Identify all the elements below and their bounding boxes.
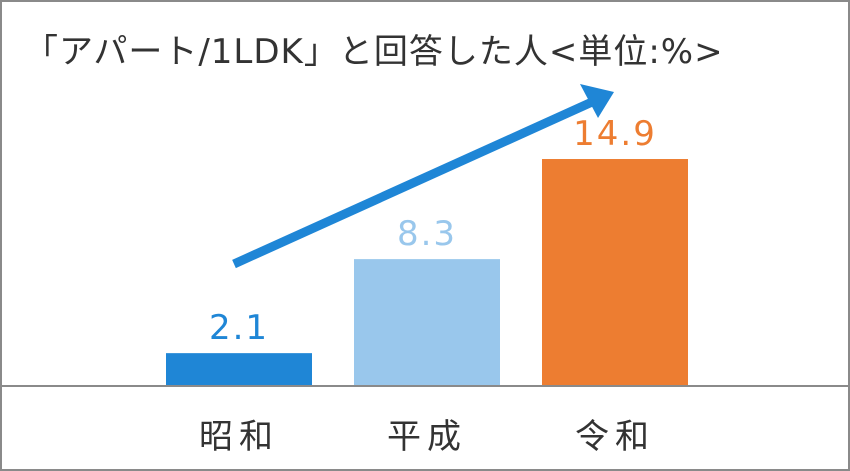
bar-2 — [542, 159, 688, 385]
category-label-0: 昭和 — [199, 417, 279, 457]
category-label-1: 平成 — [387, 417, 467, 457]
category-label-2: 令和 — [575, 417, 655, 457]
bar-0 — [166, 353, 312, 385]
trend-arrow-head — [580, 84, 614, 118]
data-label-2: 14.9 — [573, 114, 657, 154]
data-label-1: 8.3 — [397, 214, 457, 254]
chart-title: 「アパート/1LDK」と回答した人<単位:%> — [24, 32, 724, 72]
bar-1 — [354, 259, 500, 385]
data-label-0: 2.1 — [209, 308, 269, 348]
trend-arrow-shaft — [232, 97, 594, 269]
category-axis: 昭和 平成 令和 — [2, 387, 848, 469]
